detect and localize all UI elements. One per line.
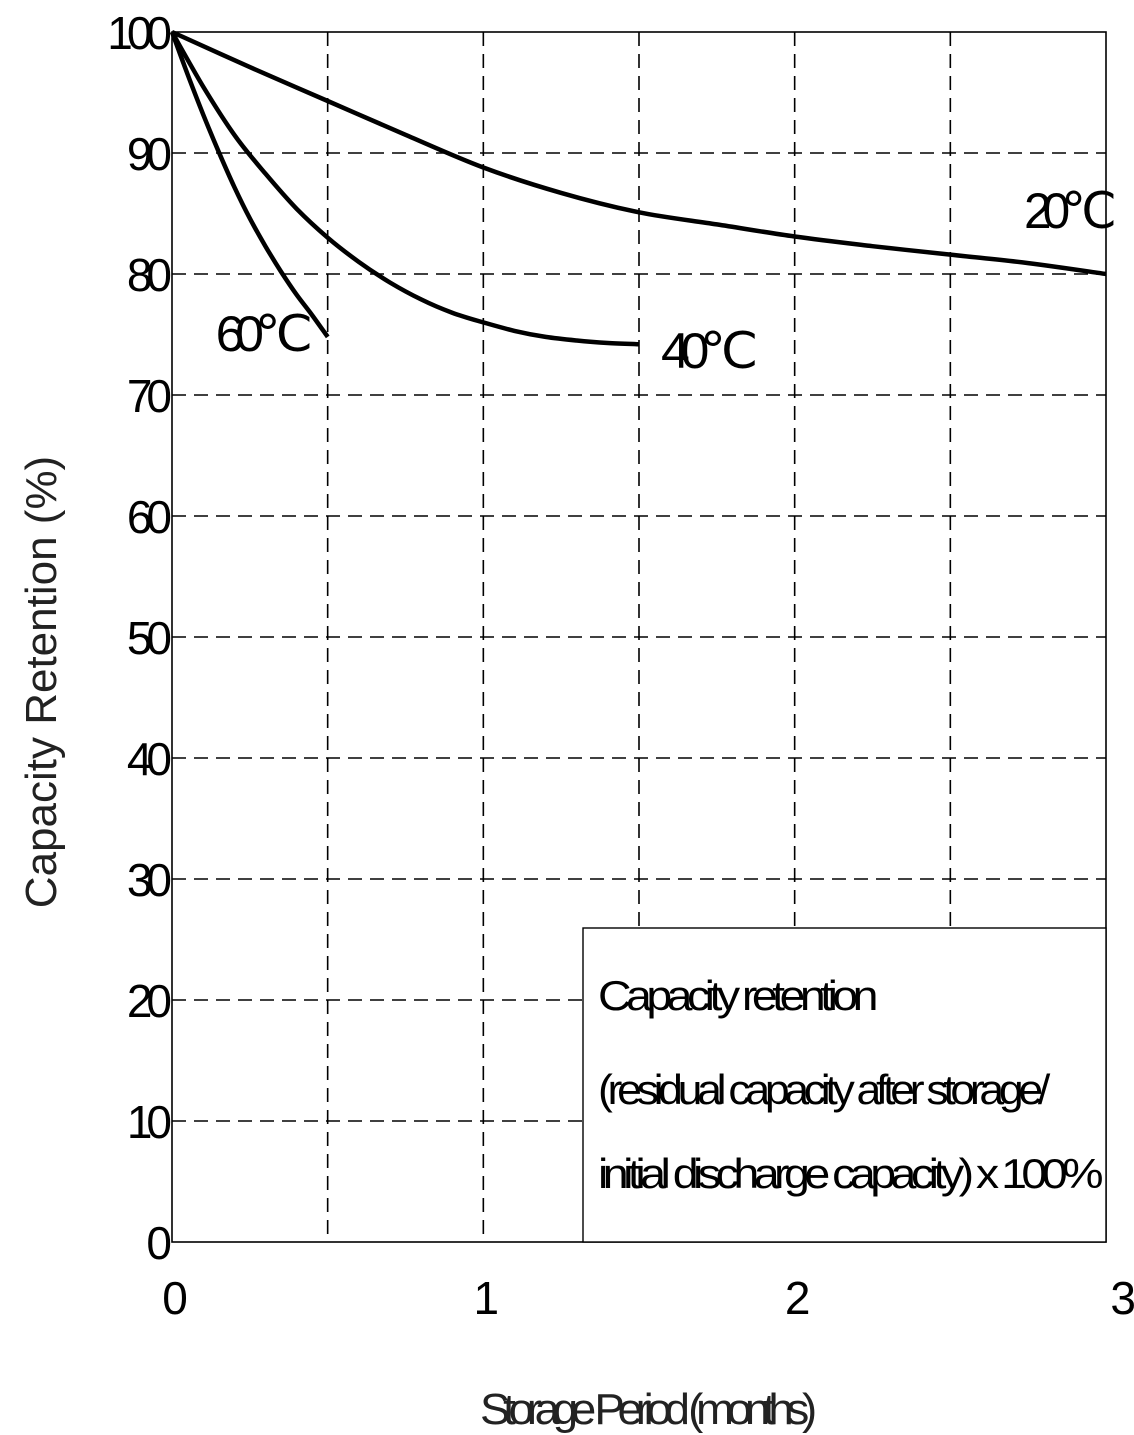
series-line-3 (169, 31, 330, 339)
annotation-frame (582, 927, 1107, 1243)
x-tick-label: 0 (162, 1272, 186, 1324)
y-tick-label: 100 (107, 7, 170, 59)
series-labels: 20℃ 40℃ 60℃ (216, 183, 1123, 379)
y-tick-label: 50 (127, 612, 171, 664)
y-tick-label: 30 (127, 854, 171, 906)
y-tick-label: 60 (127, 491, 171, 543)
y-tick-label: 0 (146, 1217, 170, 1269)
series-lines (169, 29, 1107, 347)
series-line-2 (170, 30, 640, 347)
annotation-line-1: Capacity retention (598, 972, 876, 1019)
y-axis-title: Capacity Retention (%) (17, 456, 66, 908)
x-tick-label: 1 (474, 1272, 498, 1324)
series-line-1 (171, 29, 1107, 277)
x-tick-label: 3 (1110, 1272, 1134, 1324)
y-tick-label: 10 (127, 1096, 171, 1148)
annotation-line-2: (residual capacity after storage/ (598, 1066, 1051, 1113)
annotation-line-3: initial discharge capacity) x 100% (598, 1150, 1102, 1197)
y-tick-label: 70 (127, 370, 171, 422)
series-label-1: 20℃ (1024, 183, 1114, 239)
x-axis-title: Storage Period (months) (480, 1385, 815, 1434)
y-axis-ticks: 0 10 20 30 40 50 60 70 80 90 100 (107, 7, 176, 1269)
series-label-3: 60℃ (216, 306, 310, 362)
y-tick-label: 80 (127, 249, 171, 301)
y-tick-label: 40 (127, 733, 171, 785)
y-tick-label: 90 (127, 128, 171, 180)
y-tick-label: 20 (127, 975, 171, 1027)
series-label-2: 40℃ (661, 323, 755, 379)
x-axis-ticks: 0 1 2 3 (162, 1272, 1134, 1324)
x-tick-label: 2 (785, 1272, 809, 1324)
annotation-box: Capacity retention (residual capacity af… (582, 927, 1107, 1243)
